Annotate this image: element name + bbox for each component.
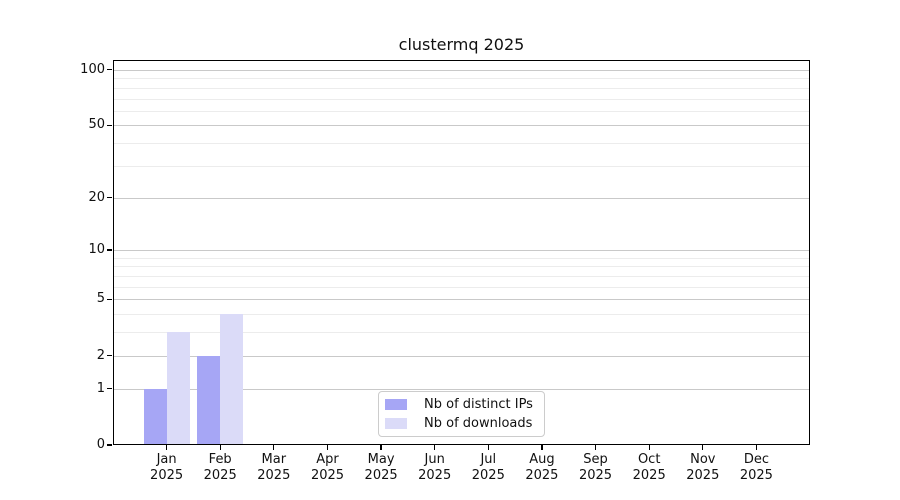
x-tick	[380, 445, 382, 450]
minor-gridline	[113, 332, 810, 334]
major-gridline	[113, 197, 810, 199]
bar-distinct-ips	[143, 388, 167, 445]
legend-swatch-distinct-ips	[385, 399, 407, 410]
y-tick	[107, 388, 112, 390]
minor-gridline	[113, 87, 810, 89]
minor-gridline	[113, 266, 810, 268]
minor-gridline	[113, 314, 810, 316]
x-tick-label: Feb 2025	[203, 452, 237, 483]
bar-downloads	[166, 332, 190, 445]
x-tick	[273, 445, 275, 450]
y-tick-label: 100	[80, 61, 105, 77]
x-tick-label: Mar 2025	[257, 452, 291, 483]
legend: Nb of distinct IPs Nb of downloads	[378, 391, 545, 437]
minor-gridline	[113, 165, 810, 167]
x-tick-label: May 2025	[364, 452, 398, 483]
y-tick-label: 10	[88, 242, 105, 258]
legend-label-distinct-ips: Nb of distinct IPs	[424, 396, 533, 412]
legend-item-distinct-ips: Nb of distinct IPs	[385, 396, 538, 413]
y-tick	[107, 69, 112, 71]
major-gridline	[113, 388, 810, 390]
y-tick	[107, 249, 112, 251]
minor-gridline	[113, 78, 810, 80]
major-gridline	[113, 125, 810, 127]
x-tick-label: Apr 2025	[310, 452, 345, 483]
minor-gridline	[113, 286, 810, 288]
y-tick-label: 20	[88, 189, 105, 205]
x-tick-label: Jul 2025	[471, 452, 505, 483]
legend-label-downloads: Nb of downloads	[424, 415, 533, 431]
y-tick-label: 0	[96, 437, 105, 452]
minor-gridline	[113, 143, 810, 145]
major-gridline	[113, 355, 810, 357]
bar-downloads	[220, 314, 244, 445]
minor-gridline	[113, 98, 810, 100]
y-tick-label: 1	[96, 380, 105, 396]
minor-gridline	[113, 276, 810, 277]
y-tick-label: 2	[96, 347, 105, 363]
x-tick-label: Oct 2025	[632, 452, 666, 483]
minor-gridline	[113, 257, 810, 259]
x-tick	[326, 445, 329, 450]
x-tick	[755, 445, 758, 450]
chart-title: clustermq 2025	[398, 35, 525, 54]
major-gridline	[113, 69, 810, 71]
x-tick-label: Jun 2025	[418, 452, 452, 483]
y-tick	[107, 444, 112, 446]
x-tick	[165, 445, 168, 450]
minor-gridline	[113, 110, 810, 112]
bar-distinct-ips	[197, 355, 221, 445]
y-tick	[107, 298, 112, 300]
x-tick	[594, 445, 597, 450]
x-tick	[648, 445, 650, 450]
major-gridline	[113, 299, 810, 301]
x-tick	[541, 445, 543, 450]
x-tick-label: Sep 2025	[578, 452, 613, 483]
x-tick-label: Dec 2025	[739, 452, 773, 483]
y-tick-label: 50	[88, 117, 105, 133]
major-gridline	[113, 250, 810, 252]
y-tick	[107, 355, 112, 357]
x-tick	[487, 445, 489, 450]
y-tick-label: 5	[96, 291, 105, 307]
x-tick	[702, 445, 704, 450]
x-tick-label: Nov 2025	[686, 452, 720, 483]
x-tick	[219, 445, 221, 450]
legend-swatch-downloads	[385, 418, 407, 429]
y-tick	[107, 196, 112, 199]
x-tick-label: Aug 2025	[525, 452, 559, 483]
y-tick	[107, 124, 112, 127]
x-tick-label: Jan 2025	[150, 452, 184, 483]
x-tick	[434, 445, 436, 450]
legend-item-downloads: Nb of downloads	[385, 415, 538, 432]
